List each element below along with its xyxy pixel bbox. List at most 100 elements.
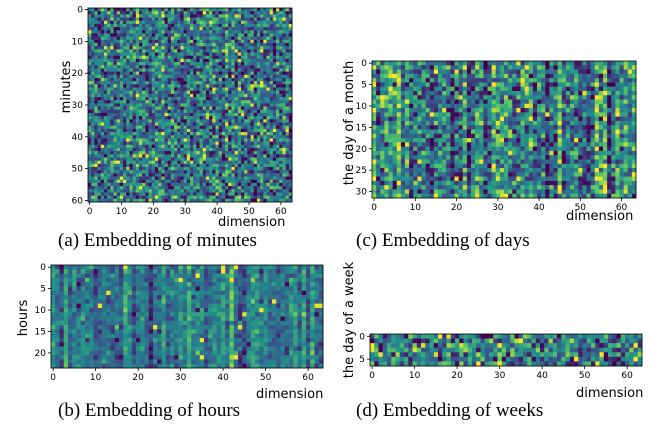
heatmap-cell	[372, 103, 377, 109]
heatmap-cell	[231, 160, 235, 165]
heatmap-cell	[97, 109, 102, 114]
heatmap-cell	[132, 122, 137, 127]
heatmap-cell	[107, 33, 111, 37]
heatmap-cell	[161, 167, 165, 171]
heatmap-cell	[557, 99, 563, 105]
heatmap-cell	[244, 167, 248, 171]
heatmap-cell	[110, 109, 114, 114]
heatmap-cell	[196, 93, 200, 98]
heatmap-cell	[231, 176, 235, 181]
heatmap-cell	[202, 46, 207, 50]
heatmap-cell	[231, 106, 235, 111]
heatmap-cell	[91, 170, 95, 174]
heatmap-cell	[119, 179, 124, 184]
heatmap-cell	[142, 144, 146, 149]
heatmap-cell	[561, 61, 567, 66]
heatmap-cell	[288, 71, 293, 76]
heatmap-cell	[279, 55, 283, 60]
heatmap-cell	[170, 33, 175, 37]
heatmap-cell	[174, 65, 178, 69]
heatmap-cell	[170, 119, 175, 123]
heatmap-cell	[247, 132, 251, 136]
heatmap-cell	[250, 125, 255, 130]
heatmap-cell	[148, 46, 153, 50]
heatmap-cell	[100, 62, 105, 66]
heatmap-cell	[285, 157, 290, 162]
heatmap-cell	[183, 103, 188, 107]
heatmap-cell	[132, 116, 137, 120]
heatmap-cell	[202, 87, 207, 92]
heatmap-cell	[91, 195, 95, 200]
heatmap-cell	[94, 141, 98, 146]
heatmap-cell	[260, 189, 264, 193]
heatmap-cell	[288, 138, 293, 142]
x-tick-label: 0	[87, 207, 93, 217]
heatmap-cell	[487, 90, 492, 96]
heatmap-cell	[619, 99, 624, 105]
heatmap-cell	[384, 95, 389, 100]
heatmap-cell	[225, 11, 229, 15]
heatmap-cell	[237, 77, 242, 82]
heatmap-cell	[107, 90, 111, 95]
heatmap-cell	[135, 103, 140, 107]
heatmap-cell	[183, 192, 188, 196]
heatmap-cell	[250, 27, 255, 31]
heatmap-cell	[561, 82, 567, 88]
heatmap-cell	[376, 73, 381, 79]
heatmap-cell	[97, 173, 102, 177]
heatmap-cell	[582, 65, 587, 70]
heatmap-cell	[212, 74, 216, 79]
heatmap-cell	[139, 87, 143, 92]
heatmap-cell	[142, 173, 146, 177]
heatmap-cell	[263, 135, 267, 139]
heatmap-cell	[161, 100, 165, 104]
heatmap-cell	[253, 11, 258, 15]
heatmap-cell	[475, 90, 480, 96]
heatmap-cell	[269, 49, 274, 53]
heatmap-cell	[256, 138, 261, 142]
heatmap-cell	[199, 30, 204, 34]
heatmap-cell	[110, 55, 114, 60]
heatmap-cell	[282, 106, 286, 111]
heatmap-cell	[199, 74, 204, 79]
heatmap-cell	[164, 119, 169, 123]
heatmap-cell	[119, 77, 124, 82]
heatmap-cell	[123, 97, 127, 101]
heatmap-cell	[100, 189, 105, 193]
heatmap-cell	[135, 106, 140, 111]
heatmap-cell	[202, 125, 207, 130]
heatmap-cell	[180, 112, 184, 117]
heatmap-cell	[276, 23, 280, 28]
heatmap-cell	[228, 71, 232, 76]
heatmap-cell	[110, 81, 114, 85]
heatmap-cell	[405, 73, 410, 79]
heatmap-cell	[209, 116, 213, 120]
heatmap-cell	[142, 157, 146, 162]
heatmap-cell	[110, 65, 114, 69]
heatmap-cell	[623, 61, 629, 66]
heatmap-cell	[234, 36, 239, 41]
heatmap-cell	[91, 128, 95, 133]
heatmap-cell	[100, 116, 105, 120]
heatmap-cell	[100, 198, 105, 203]
heatmap-cell	[88, 90, 92, 95]
heatmap-cell	[244, 112, 248, 117]
heatmap-cell	[409, 103, 414, 109]
heatmap-cell	[154, 11, 159, 15]
heatmap-cell	[196, 36, 200, 41]
heatmap-cell	[158, 23, 162, 28]
heatmap-cell	[123, 23, 127, 28]
heatmap-cell	[272, 30, 277, 34]
heatmap-cell	[266, 42, 271, 47]
heatmap-cell	[225, 144, 229, 149]
heatmap-cell	[253, 112, 258, 117]
heatmap-cell	[119, 87, 124, 92]
heatmap-cell	[234, 74, 239, 79]
heatmap-cell	[107, 11, 111, 15]
heatmap-cell	[100, 55, 105, 60]
heatmap-cell	[196, 81, 200, 85]
heatmap-cell	[174, 71, 178, 76]
heatmap-cell	[615, 116, 620, 122]
heatmap-cell	[272, 135, 277, 139]
heatmap-cell	[516, 86, 521, 92]
